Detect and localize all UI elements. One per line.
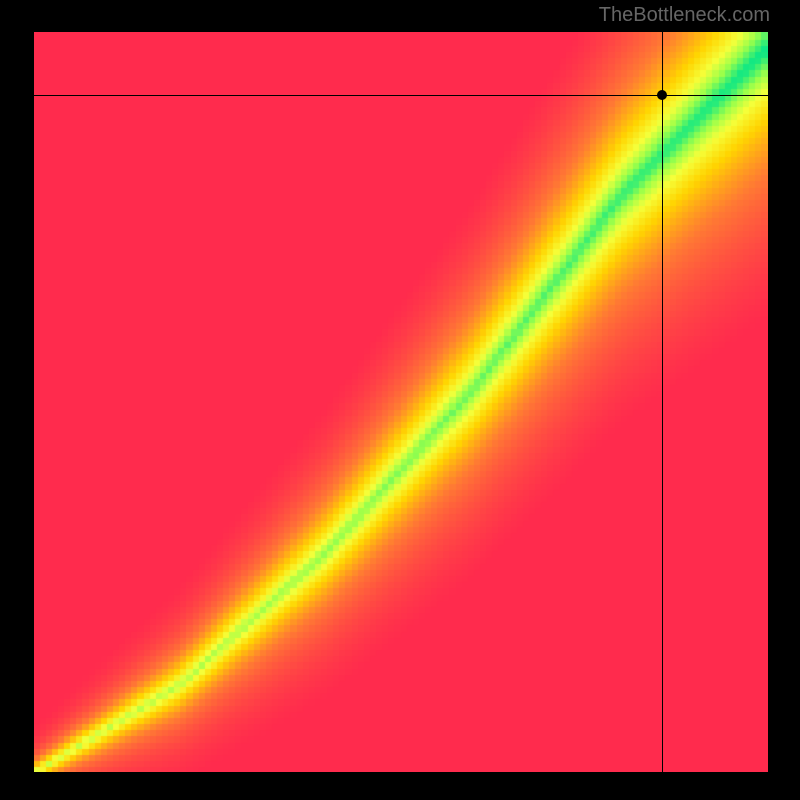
crosshair-vertical <box>662 32 663 772</box>
heatmap-canvas <box>34 32 768 772</box>
crosshair-marker[interactable] <box>657 90 667 100</box>
bottleneck-heatmap <box>34 32 768 772</box>
watermark-text: TheBottleneck.com <box>599 4 770 27</box>
